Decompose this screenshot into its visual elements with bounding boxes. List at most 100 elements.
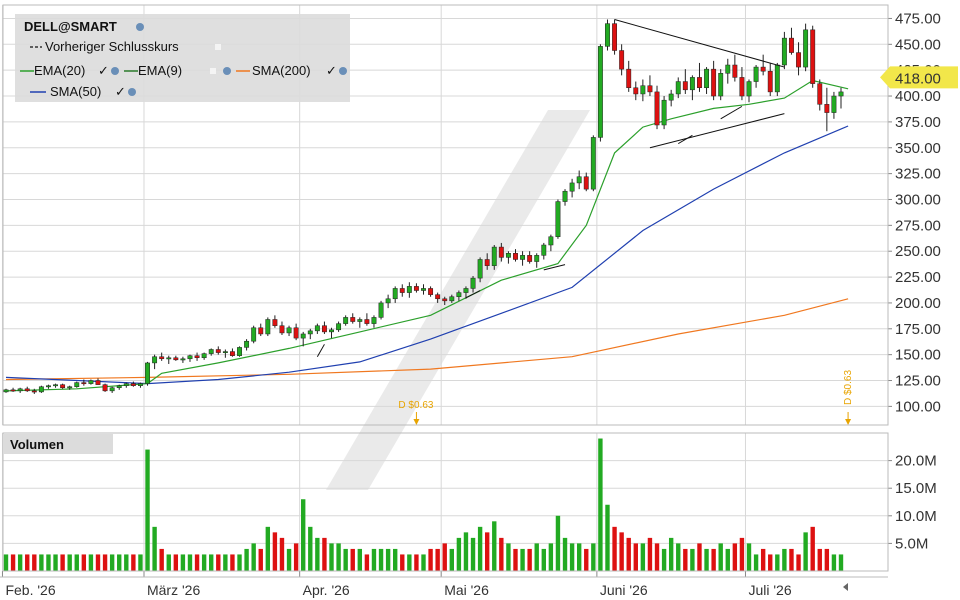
legend-ema20-settings-icon[interactable] (111, 67, 119, 75)
volume-tick-label: 5.0M (895, 535, 928, 552)
trendline (465, 290, 481, 299)
volume-bar (414, 554, 419, 571)
volume-bar (591, 543, 596, 571)
volume-bar (364, 554, 370, 571)
candle-body (590, 137, 596, 190)
candle-body (321, 325, 327, 333)
volume-bar (661, 548, 667, 571)
candle-body (222, 351, 228, 354)
candle-body (817, 83, 823, 105)
trendline (720, 105, 743, 120)
candle-body (378, 302, 384, 318)
volume-bar (166, 554, 171, 571)
volume-bar (442, 543, 447, 571)
scroll-right-icon[interactable] (843, 583, 848, 591)
panel-frames (0, 4, 889, 578)
title-settings-icon[interactable] (136, 23, 144, 31)
candle-body (286, 327, 292, 334)
candle-body (534, 255, 540, 262)
legend-sma50-check-icon[interactable]: ✓ (115, 84, 126, 99)
volume-bar (88, 554, 94, 571)
price-tick-label: 350.00 (895, 140, 941, 157)
volume-bar (456, 537, 462, 571)
candle-body (152, 356, 158, 364)
legend-sma200-check-icon[interactable]: ✓ (326, 63, 337, 78)
candle-body (774, 64, 780, 93)
candle-body (583, 176, 589, 190)
candle-body (640, 85, 646, 95)
volume-bar (605, 504, 610, 571)
volume-bar (676, 543, 681, 571)
volume-bar (548, 543, 554, 571)
volume-bar (428, 548, 433, 571)
volume-bar (555, 515, 561, 571)
price-tick-label: 450.00 (895, 36, 941, 53)
candle-body (491, 246, 497, 266)
candle-body (166, 357, 172, 360)
volume-bar (286, 548, 292, 571)
legend-ema9-toggle-icon[interactable] (210, 68, 216, 74)
price-tick-label: 150.00 (895, 347, 941, 364)
price-tick-label: 100.00 (895, 398, 941, 415)
volume-bar (569, 543, 575, 571)
volume-bar (39, 554, 44, 571)
candle-body (569, 182, 575, 192)
candle-body (838, 91, 844, 97)
candle-body (605, 23, 610, 47)
volume-title-background (3, 434, 113, 454)
volume-bar (690, 548, 695, 571)
volume-bar (796, 554, 801, 571)
legend-ema9-settings-icon[interactable] (223, 67, 231, 75)
legend-sma50-settings-icon[interactable] (128, 88, 136, 96)
volume-bar (329, 543, 334, 571)
volume-bar (484, 532, 490, 571)
volume-bar (477, 526, 483, 571)
candle-body (513, 253, 518, 260)
volume-bar (244, 548, 249, 571)
volume-bar (838, 554, 844, 571)
last-price-label: 418.00 (895, 70, 941, 87)
candle-body (428, 288, 434, 295)
volume-bar (237, 554, 242, 571)
volume-bar (782, 548, 787, 571)
volume-bar (400, 554, 405, 571)
candle-body (555, 201, 561, 237)
volume-bar (32, 554, 37, 571)
month-label: März '26 (147, 582, 200, 598)
volume-bar (385, 548, 391, 571)
candle-body (88, 380, 94, 384)
volume-bar (293, 543, 299, 571)
candle-body (251, 327, 257, 342)
price-tick-label: 400.00 (895, 88, 941, 105)
trendline (649, 113, 785, 149)
legend-sma200-settings-icon[interactable] (339, 67, 347, 75)
volume-bar (499, 537, 504, 571)
volume-bar (831, 554, 837, 571)
legend-ema9-label: EMA(9) (138, 63, 182, 78)
volume-bar (46, 554, 51, 571)
volume-bar (109, 554, 115, 571)
candle-body (385, 298, 391, 304)
volume-bar (803, 532, 808, 571)
candle-body (201, 353, 207, 359)
candle-body (364, 319, 370, 324)
volume-bar (138, 554, 143, 571)
volume-bar (357, 548, 363, 571)
dividend-markers: D $0.63 D $0.63 (398, 370, 854, 425)
candle-body (215, 349, 221, 353)
volume-bar (647, 537, 653, 571)
candle-body (159, 356, 165, 360)
legend-ema20-check-icon[interactable]: ✓ (98, 63, 109, 78)
candle-body (24, 388, 30, 392)
candle-body (633, 87, 639, 95)
volume-bar (279, 537, 285, 571)
candle-body (392, 288, 398, 300)
legend-background (15, 14, 350, 102)
candle-body (548, 236, 554, 246)
candle-body (654, 91, 660, 126)
candle-body (173, 357, 179, 361)
candle-body (562, 190, 568, 202)
volume-bar (159, 548, 164, 571)
legend-prev-close-toggle-icon[interactable] (215, 44, 221, 50)
volume-title-label: Volumen (10, 437, 64, 452)
